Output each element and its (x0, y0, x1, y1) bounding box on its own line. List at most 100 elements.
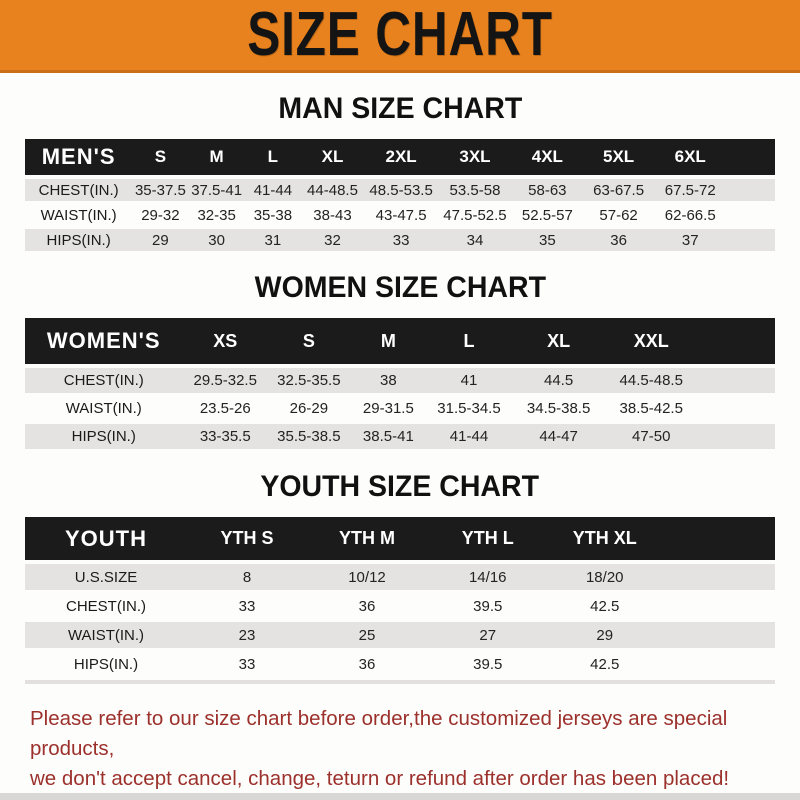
row-label: HIPS(IN.) (25, 229, 133, 254)
row-filler (726, 229, 775, 254)
row-filler (661, 593, 775, 622)
size-value-cell: 35-37.5 (132, 179, 189, 204)
header-filler (661, 517, 775, 564)
size-value-cell: 34.5-38.5 (510, 396, 607, 424)
row-filler (726, 204, 775, 229)
disclaimer-line-2: we don't accept cancel, change, teturn o… (30, 767, 730, 790)
size-value-cell: 44.5-48.5 (606, 368, 697, 396)
size-column-header: S (132, 139, 189, 179)
measurement-row: HIPS(IN.) 29 30 31 32 33 34 35 36 37 (25, 229, 775, 254)
size-value-cell: 8 (187, 564, 307, 593)
disclaimer-note: Please refer to our size chart before or… (30, 704, 772, 794)
size-value-cell: 53.5-58 (438, 179, 512, 204)
section-heading-youth: YOUTH SIZE CHART (0, 470, 800, 504)
row-filler (696, 368, 775, 396)
size-value-cell: 33 (363, 229, 439, 254)
youth-size-table: YOUTH YTH S YTH M YTH L YTH XL U.S.SIZE 8 10/12… (25, 517, 775, 684)
size-value-cell: 39.5 (427, 593, 549, 622)
size-value-cell: 39.5 (427, 651, 549, 680)
table-header-row: YOUTH YTH S YTH M YTH L YTH XL (25, 517, 775, 564)
size-value-cell: 42.5 (548, 651, 661, 680)
size-value-cell: 57-62 (582, 204, 655, 229)
size-value-cell: 44-47 (510, 424, 607, 452)
size-value-cell: 38.5-42.5 (606, 396, 697, 424)
size-value-cell: 35.5-38.5 (268, 424, 350, 452)
size-value-cell: 41 (426, 368, 511, 396)
table-header-row: WOMEN'S XS S M L XL XXL (25, 318, 775, 368)
table-title-cell: YOUTH (25, 517, 187, 564)
size-value-cell: 41-44 (426, 424, 511, 452)
size-value-cell: 38-43 (301, 204, 364, 229)
size-value-cell: 30 (188, 229, 245, 254)
measurement-row: HIPS(IN.) 33-35.5 35.5-38.5 38.5-41 41-44 44-… (25, 424, 775, 452)
size-column-header: S (268, 318, 350, 368)
measurement-row: WAIST(IN.) 23 25 27 29 (25, 622, 775, 651)
measurement-row: CHEST(IN.) 35-37.5 37.5-41 41-44 44-48.5 48.5… (25, 179, 775, 204)
size-value-cell: 29-31.5 (349, 396, 427, 424)
size-column-header: L (244, 139, 301, 179)
size-column-header: YTH S (187, 517, 307, 564)
measurement-row: CHEST(IN.) 33 36 39.5 42.5 (25, 593, 775, 622)
size-value-cell: 32-35 (188, 204, 245, 229)
row-filler (661, 622, 775, 651)
size-column-header: XXL (606, 318, 697, 368)
size-value-cell: 23.5-26 (182, 396, 268, 424)
section-heading-youth-text: YOUTH SIZE CHART (260, 470, 540, 503)
row-filler (726, 179, 775, 204)
row-label: CHEST(IN.) (25, 593, 187, 622)
size-value-cell: 44.5 (510, 368, 607, 396)
size-value-cell: 42.5 (548, 593, 661, 622)
section-heading-man-text: MAN SIZE CHART (278, 92, 522, 125)
size-value-cell: 37.5-41 (188, 179, 245, 204)
section-heading-women: WOMEN SIZE CHART (0, 271, 800, 305)
size-value-cell: 23 (187, 622, 307, 651)
size-value-cell: 62-66.5 (654, 204, 727, 229)
size-value-cell: 38.5-41 (349, 424, 427, 452)
size-value-cell: 29 (132, 229, 189, 254)
size-column-header: M (188, 139, 245, 179)
measurement-row: WAIST(IN.) 29-32 32-35 35-38 38-43 43-47.5 47.… (25, 204, 775, 229)
row-label: CHEST(IN.) (25, 179, 133, 204)
size-value-cell: 14/16 (427, 564, 549, 593)
size-column-header: 3XL (438, 139, 512, 179)
size-column-header: YTH M (307, 517, 427, 564)
row-label: WAIST(IN.) (25, 396, 183, 424)
size-value-cell: 25 (307, 622, 427, 651)
header-filler (726, 139, 775, 179)
table-header-row: MEN'S S M L XL 2XL 3XL 4XL 5XL 6XL (25, 139, 775, 179)
measurement-row: HIPS(IN.) 33 36 39.5 42.5 (25, 651, 775, 680)
measurement-row: WAIST(IN.) 23.5-26 26-29 29-31.5 31.5-34.5 34… (25, 396, 775, 424)
size-value-cell: 38 (349, 368, 427, 396)
size-column-header: L (426, 318, 511, 368)
measurement-row: U.S.SIZE 8 10/12 14/16 18/20 (25, 564, 775, 593)
size-value-cell: 29.5-32.5 (182, 368, 268, 396)
row-filler (661, 564, 775, 593)
size-value-cell: 63-67.5 (582, 179, 655, 204)
header-filler (696, 318, 775, 368)
row-label: CHEST(IN.) (25, 368, 183, 396)
size-column-header: 4XL (511, 139, 583, 179)
size-value-cell: 32.5-35.5 (268, 368, 350, 396)
size-value-cell: 33 (187, 593, 307, 622)
table-title-cell: MEN'S (25, 139, 133, 179)
row-filler (661, 651, 775, 680)
size-value-cell: 26-29 (268, 396, 350, 424)
size-value-cell: 48.5-53.5 (363, 179, 439, 204)
size-value-cell: 29 (548, 622, 661, 651)
measurement-row: CHEST(IN.) 29.5-32.5 32.5-35.5 38 41 44.5 44.5… (25, 368, 775, 396)
size-value-cell: 47.5-52.5 (438, 204, 512, 229)
size-value-cell: 44-48.5 (301, 179, 364, 204)
size-value-cell: 31 (244, 229, 301, 254)
size-value-cell: 36 (582, 229, 655, 254)
size-column-header: XS (182, 318, 268, 368)
size-value-cell: 10/12 (307, 564, 427, 593)
row-label: HIPS(IN.) (25, 651, 187, 680)
size-value-cell: 47-50 (606, 424, 697, 452)
disclaimer-line-1: Please refer to our size chart before or… (30, 707, 728, 760)
women-size-table: WOMEN'S XS S M L XL XXL CHEST(IN.) 29.5-32.5 32.5… (25, 318, 775, 452)
size-value-cell: 33 (187, 651, 307, 680)
banner-title: SIZE CHART (247, 0, 553, 69)
size-column-header: 6XL (654, 139, 727, 179)
size-value-cell: 35-38 (244, 204, 301, 229)
section-heading-women-text: WOMEN SIZE CHART (254, 271, 546, 304)
